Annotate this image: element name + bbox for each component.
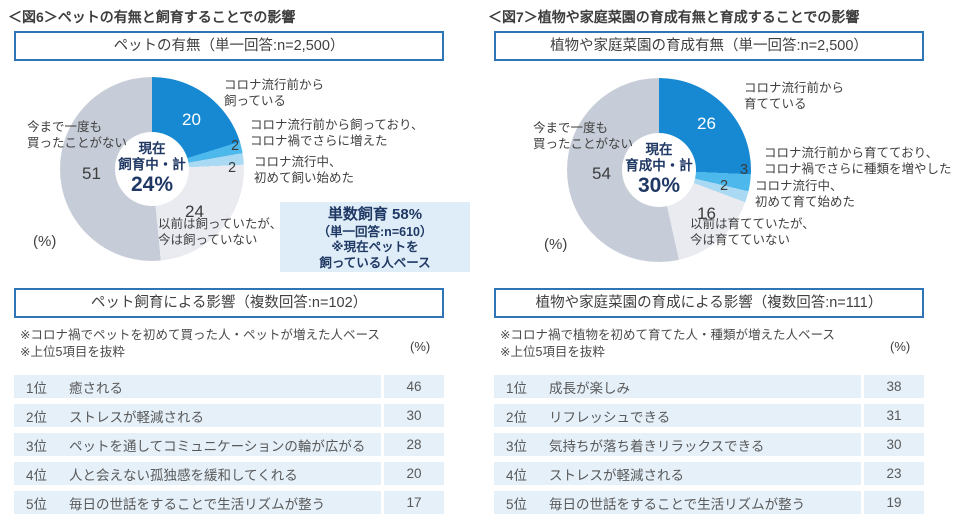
plants-donut-chart: 現在 育成中・計 30% 26 3 2 16 54 コロナ流行前から 育てている…	[480, 64, 960, 288]
info-line4: 飼っている人ベース	[319, 256, 431, 270]
panel-plants: ＜図7＞植物や家庭菜園の育成有無と育成することでの影響 植物や家庭菜園の育成有無…	[480, 0, 960, 531]
percent-unit-label: (%)	[33, 233, 57, 250]
value-cell: 30	[384, 404, 444, 427]
segment-label-increased: コロナ流行前から育てており、 コロナ禍でさらに種類を増やした	[764, 146, 952, 177]
figure7-title: ＜図7＞植物や家庭菜園の育成有無と育成することでの影響	[488, 9, 860, 25]
center-percent: 24%	[130, 172, 174, 196]
rank-cell: 1位	[506, 380, 528, 396]
center-line1: 現在	[138, 141, 166, 156]
segment-value-never: 51	[82, 164, 101, 183]
pets-table-header-box: ペット飼育による影響（複数回答:n=102）	[14, 288, 444, 318]
panel-pets: ＜図6＞ペットの有無と飼育することでの影響 ペットの有無（単一回答:n=2,50…	[0, 9, 480, 520]
value-cell: 38	[864, 375, 924, 398]
table-row: 2位 リフレッシュできる 31	[494, 404, 924, 427]
center-line2: 飼育中・計	[118, 156, 186, 172]
info-line2: （単一回答:n=610）	[317, 224, 433, 239]
center-line1: 現在	[645, 142, 673, 157]
segment-label-before-corona: コロナ流行前から 育てている	[744, 81, 845, 112]
plants-table-note2: ※上位5項目を抜粋	[500, 345, 605, 359]
pets-table-unit: (%)	[410, 339, 431, 354]
segment-label-never: 今まで一度も 買ったことがない	[27, 120, 128, 151]
rank-cell: 3位	[506, 438, 528, 454]
value-cell: 20	[384, 462, 444, 485]
figure6-title: ＜図6＞ペットの有無と飼育することでの影響	[8, 9, 296, 25]
plants-table-header-box: 植物や家庭菜園の育成による影響（複数回答:n=111）	[494, 288, 924, 318]
value-cell: 23	[864, 462, 924, 485]
segment-label-before-corona: コロナ流行前から 飼っている	[224, 78, 325, 109]
item-cell: リフレッシュできる	[549, 409, 671, 425]
rank-cell: 2位	[506, 409, 528, 425]
item-cell: 癒される	[69, 380, 123, 396]
plants-table-note1: ※コロナ禍で植物を初めて育てた人・種類が増えた人ベース	[500, 328, 835, 342]
segment-value-previously: 16	[697, 204, 716, 223]
pets-donut-hole	[115, 132, 189, 206]
segment-value-previously: 24	[185, 202, 204, 221]
pets-chart-header-box: ペットの有無（単一回答:n=2,500）	[14, 31, 444, 61]
info-line3: ※現在ペットを	[331, 240, 419, 255]
value-cell: 19	[864, 491, 924, 514]
rank-cell: 1位	[26, 380, 48, 396]
segment-value-never: 54	[592, 164, 611, 183]
rank-cell: 5位	[506, 496, 528, 512]
single-pet-info-box: 単数飼育 58% （単一回答:n=610） ※現在ペットを 飼っている人ベース	[280, 202, 470, 272]
segment-label-started: コロナ流行中、 初めて飼い始めた	[254, 155, 355, 186]
item-cell: ストレスが軽減される	[69, 409, 204, 425]
plants-chart-header-box: 植物や家庭菜園の育成有無（単一回答:n=2,500）	[494, 31, 924, 61]
segment-label-never: 今まで一度も 買ったことがない	[533, 121, 634, 152]
rank-cell: 4位	[506, 467, 528, 483]
plants-ranking-table: 1位 成長が楽しみ 38 2位 リフレッシュできる 31 3位 気持ちが落ち着きリラッ…	[494, 375, 924, 520]
segment-value-before-corona: 26	[697, 114, 716, 133]
segment-label-increased: コロナ流行前から飼っており、 コロナ禍でさらに増えた	[250, 118, 424, 149]
table-row: 1位 癒される 46	[14, 375, 444, 398]
plants-donut-hole	[622, 133, 696, 207]
pets-donut-chart: 現在 飼育中・計 24% 20 2 2 24 51 コロナ流行前から 飼っている…	[0, 64, 480, 288]
segment-label-previously: 以前は飼っていたが、 今は飼っていない	[158, 217, 283, 248]
value-cell: 31	[864, 404, 924, 427]
item-cell: 成長が楽しみ	[549, 380, 630, 396]
item-cell: 毎日の世話をすることで生活リズムが整う	[549, 496, 806, 512]
rank-cell: 2位	[26, 409, 48, 425]
segment-value-started: 2	[720, 178, 729, 194]
table-row: 4位 人と会えない孤独感を緩和してくれる 20	[14, 462, 444, 485]
pets-donut-center-label: 現在 飼育中・計 24%	[72, 141, 232, 197]
plants-donut-center-label: 現在 育成中・計 30%	[579, 142, 739, 198]
table-row: 2位 ストレスが軽減される 30	[14, 404, 444, 427]
table-row: 3位 気持ちが落ち着きリラックスできる 30	[494, 433, 924, 456]
segment-value-increased: 2	[231, 138, 240, 154]
rank-cell: 3位	[26, 438, 48, 454]
value-cell: 17	[384, 491, 444, 514]
pets-ranking-table: 1位 癒される 46 2位 ストレスが軽減される 30 3位 ペットを通してコミュニケ…	[14, 375, 444, 520]
table-row: 1位 成長が楽しみ 38	[494, 375, 924, 398]
value-cell: 46	[384, 375, 444, 398]
segment-value-before-corona: 20	[182, 110, 201, 129]
segment-value-increased: 3	[740, 162, 749, 178]
segment-label-previously: 以前は育てていたが、 今は育てていない	[690, 217, 815, 248]
rank-cell: 4位	[26, 467, 48, 483]
rank-cell: 5位	[26, 496, 48, 512]
info-line1: 単数飼育 58%	[327, 206, 423, 223]
pets-table-note2: ※上位5項目を抜粋	[20, 345, 125, 359]
segment-label-started: コロナ流行中、 初めて育て始めた	[755, 179, 856, 210]
segment-value-started: 2	[228, 160, 237, 176]
table-row: 5位 毎日の世話をすることで生活リズムが整う 19	[494, 491, 924, 514]
item-cell: 気持ちが落ち着きリラックスできる	[549, 438, 765, 454]
table-row: 5位 毎日の世話をすることで生活リズムが整う 17	[14, 491, 444, 514]
pets-table-note1: ※コロナ禍でペットを初めて買った人・ペットが増えた人ベース	[20, 328, 380, 342]
table-row: 4位 ストレスが軽減される 23	[494, 462, 924, 485]
plants-table-unit: (%)	[890, 339, 911, 354]
value-cell: 28	[384, 433, 444, 456]
item-cell: ストレスが軽減される	[549, 467, 684, 483]
center-percent: 30%	[637, 173, 681, 197]
value-cell: 30	[864, 433, 924, 456]
percent-unit-label: (%)	[544, 236, 568, 253]
table-row: 3位 ペットを通してコミュニケーションの輪が広がる 28	[14, 433, 444, 456]
item-cell: 毎日の世話をすることで生活リズムが整う	[69, 496, 326, 512]
center-line2: 育成中・計	[625, 157, 693, 173]
item-cell: ペットを通してコミュニケーションの輪が広がる	[69, 438, 366, 454]
item-cell: 人と会えない孤独感を緩和してくれる	[69, 467, 298, 483]
